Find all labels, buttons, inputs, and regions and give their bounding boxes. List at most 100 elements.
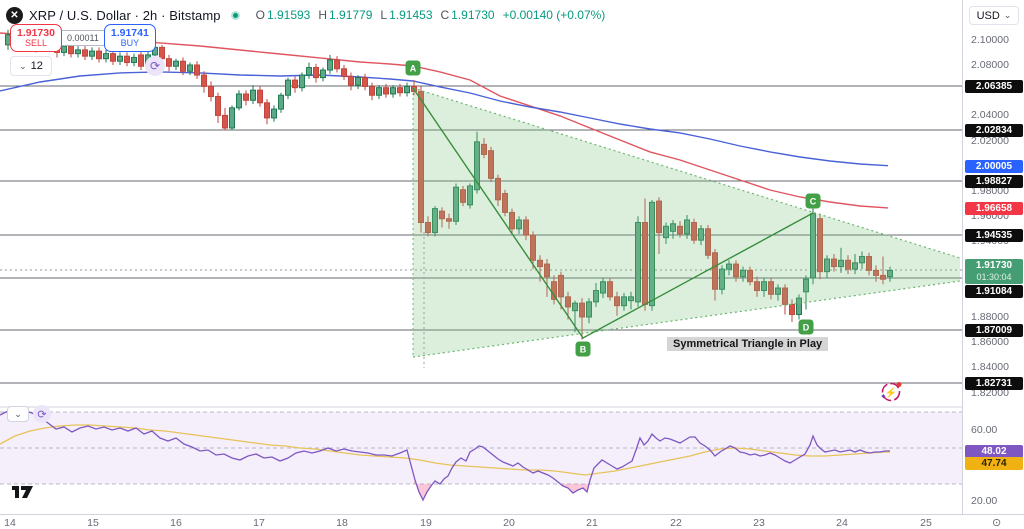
candle-body[interactable]	[782, 287, 788, 305]
candle-body[interactable]	[656, 200, 662, 234]
candle-body[interactable]	[852, 262, 858, 270]
candle-body[interactable]	[509, 211, 515, 230]
candle-body[interactable]	[768, 281, 774, 295]
candle-body[interactable]	[733, 263, 739, 278]
candle-body[interactable]	[327, 59, 333, 71]
candle-body[interactable]	[110, 53, 116, 62]
pivot-label-d[interactable]	[798, 319, 814, 335]
candle-body[interactable]	[649, 201, 655, 307]
candle-body[interactable]	[166, 58, 172, 67]
triangle-upper-edge[interactable]	[412, 87, 961, 259]
candle-body[interactable]	[425, 221, 431, 234]
candle-body[interactable]	[516, 219, 522, 230]
pivot-label-b[interactable]	[575, 341, 591, 357]
candle-body[interactable]	[418, 90, 424, 223]
candle-body[interactable]	[698, 228, 704, 241]
candle-body[interactable]	[397, 87, 403, 94]
candle-body[interactable]	[747, 269, 753, 283]
candle-body[interactable]	[390, 87, 396, 95]
candle-body[interactable]	[453, 186, 459, 222]
candle-body[interactable]	[838, 259, 844, 268]
candle-body[interactable]	[243, 93, 249, 101]
candle-body[interactable]	[803, 278, 809, 293]
candle-body[interactable]	[376, 87, 382, 96]
candle-body[interactable]	[740, 269, 746, 278]
candle-body[interactable]	[383, 87, 389, 95]
candle-body[interactable]	[796, 297, 802, 315]
candle-body[interactable]	[719, 268, 725, 290]
candle-body[interactable]	[579, 302, 585, 318]
flash-boost-icon[interactable]: ⚡ ✦	[877, 381, 903, 403]
candle-body[interactable]	[138, 54, 144, 67]
candle-body[interactable]	[586, 301, 592, 318]
sell-button[interactable]: 1.91730 SELL	[10, 24, 62, 53]
pivot-label-c[interactable]	[805, 193, 821, 209]
candle-body[interactable]	[754, 281, 760, 292]
candle-body[interactable]	[229, 107, 235, 129]
candle-body[interactable]	[334, 59, 340, 70]
candle-body[interactable]	[236, 93, 242, 109]
candle-body[interactable]	[369, 85, 375, 96]
candle-body[interactable]	[873, 269, 879, 276]
candle-body[interactable]	[635, 221, 641, 303]
candle-body[interactable]	[593, 290, 599, 303]
candle-body[interactable]	[614, 296, 620, 307]
candle-body[interactable]	[173, 60, 179, 67]
candle-body[interactable]	[117, 55, 123, 62]
symbol-title[interactable]: XRP / U.S. Dollar · 2h · Bitstamp	[29, 7, 221, 23]
pattern-annotation[interactable]: Symmetrical Triangle in Play	[667, 337, 829, 351]
candle-body[interactable]	[488, 150, 494, 179]
candle-body[interactable]	[789, 303, 795, 315]
session-clock-icon[interactable]: ⊙	[992, 517, 1002, 529]
zigzag-line[interactable]	[412, 87, 814, 339]
candle-body[interactable]	[432, 208, 438, 234]
bars-count-button[interactable]: ⌄ 12	[10, 56, 52, 76]
candle-body[interactable]	[859, 256, 865, 264]
tradingview-logo-icon[interactable]	[12, 482, 36, 505]
candle-body[interactable]	[831, 258, 837, 268]
candle-body[interactable]	[89, 50, 95, 57]
candle-body[interactable]	[250, 89, 256, 101]
candle-body[interactable]	[502, 193, 508, 213]
candle-body[interactable]	[705, 228, 711, 256]
candle-body[interactable]	[726, 263, 732, 270]
candle-body[interactable]	[663, 225, 669, 239]
triangle-lower-edge[interactable]	[412, 280, 961, 358]
candle-body[interactable]	[775, 287, 781, 295]
rsi-collapse-button[interactable]: ⌄	[7, 406, 29, 422]
candle-body[interactable]	[446, 218, 452, 222]
candle-body[interactable]	[866, 256, 872, 271]
candle-body[interactable]	[474, 141, 480, 191]
candle-body[interactable]	[824, 258, 830, 273]
candle-body[interactable]	[537, 259, 543, 268]
candle-body[interactable]	[544, 263, 550, 278]
candle-body[interactable]	[103, 53, 109, 60]
candle-body[interactable]	[292, 79, 298, 89]
candle-body[interactable]	[264, 102, 270, 119]
candle-body[interactable]	[817, 218, 823, 273]
auto-refresh-icon[interactable]: ⟳	[145, 56, 165, 76]
candle-body[interactable]	[348, 75, 354, 86]
currency-selector-button[interactable]: USD ⌄	[969, 6, 1019, 25]
market-status-icon[interactable]	[230, 10, 240, 20]
candle-body[interactable]	[124, 55, 130, 63]
candle-body[interactable]	[439, 210, 445, 220]
candle-body[interactable]	[628, 296, 634, 302]
candle-body[interactable]	[180, 60, 186, 72]
candle-body[interactable]	[677, 225, 683, 235]
candle-body[interactable]	[201, 74, 207, 87]
candle-body[interactable]	[208, 85, 214, 97]
candle-body[interactable]	[880, 274, 886, 280]
rsi-ma-line[interactable]	[0, 424, 890, 476]
candle-body[interactable]	[341, 68, 347, 77]
candle-body[interactable]	[82, 49, 88, 57]
candle-body[interactable]	[96, 50, 102, 60]
candle-body[interactable]	[320, 69, 326, 79]
triangle-fill[interactable]	[413, 88, 960, 357]
candle-body[interactable]	[761, 281, 767, 292]
candle-body[interactable]	[530, 234, 536, 261]
candle-body[interactable]	[481, 143, 487, 155]
candle-body[interactable]	[621, 296, 627, 307]
pivot-label-a[interactable]	[405, 60, 421, 76]
